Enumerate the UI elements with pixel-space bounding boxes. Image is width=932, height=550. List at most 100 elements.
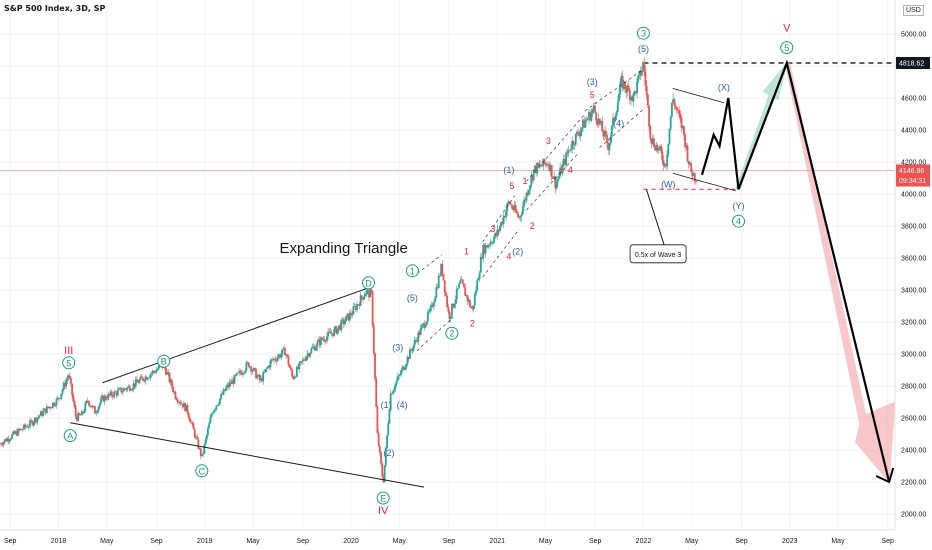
candle-body	[412, 345, 415, 351]
candle-body	[572, 141, 575, 146]
candle-body	[62, 383, 65, 390]
candle-body	[72, 395, 75, 402]
resistance-tag-bg	[896, 57, 930, 70]
candle-body	[521, 206, 524, 215]
candle-body	[400, 369, 403, 375]
candle-body	[243, 372, 245, 374]
candle-body	[663, 163, 666, 167]
candle-body	[323, 339, 326, 341]
candle-body	[543, 158, 546, 164]
candle-body	[228, 382, 231, 387]
wave-label-4: 4	[506, 251, 511, 261]
candle-body	[318, 339, 321, 346]
candle-body	[240, 372, 243, 375]
candle-body	[116, 390, 119, 396]
candle-body	[398, 375, 400, 377]
wave-label-3: 3	[641, 29, 646, 39]
candle-body	[47, 406, 49, 408]
candle-body	[37, 416, 40, 418]
candle-body	[336, 328, 339, 334]
candle-body	[20, 429, 23, 430]
candle-body	[554, 176, 557, 189]
candle-body	[639, 70, 642, 76]
candle-body	[488, 245, 491, 246]
candle-body	[512, 208, 515, 210]
wave-label-IV: IV	[378, 505, 389, 517]
candle-body	[104, 396, 107, 400]
candle-body	[294, 376, 297, 378]
candle-body	[524, 199, 527, 201]
candle-body	[145, 376, 148, 380]
candle-body	[370, 289, 373, 292]
candle-body	[413, 340, 416, 346]
candle-body	[238, 371, 241, 373]
candle-body	[418, 332, 421, 335]
candle-body	[358, 304, 361, 306]
candle-body	[216, 405, 219, 406]
candle-body	[440, 263, 443, 276]
candle-body	[261, 378, 263, 382]
candle-body	[119, 387, 122, 389]
candle-body	[108, 393, 111, 396]
candle-body	[692, 172, 695, 177]
candle-body	[556, 179, 559, 183]
candle-body	[157, 366, 160, 370]
candle-body	[568, 150, 571, 151]
candle-body	[321, 337, 324, 340]
candle-body	[174, 391, 177, 399]
candle-body	[222, 389, 225, 395]
candle-body	[120, 387, 123, 393]
candle-body	[64, 383, 66, 387]
candle-body	[673, 99, 676, 106]
candle-body	[538, 164, 541, 166]
wave-label-C: C	[199, 466, 206, 476]
candle-body	[644, 71, 647, 86]
projection-path	[700, 59, 891, 483]
y-tick-label: 5000.00	[901, 32, 926, 39]
wave-label-1: 1	[464, 247, 469, 257]
callout-box	[629, 244, 687, 264]
candle-body	[427, 311, 429, 322]
chart-header-title: S&P 500 Index, 3D, SP	[4, 4, 106, 13]
candle-body	[195, 436, 197, 438]
candle-body	[527, 190, 530, 195]
candle-body	[235, 373, 238, 376]
candle-body	[326, 336, 328, 342]
candle-body	[507, 201, 510, 204]
candle-body	[482, 244, 485, 259]
candle-body	[125, 389, 128, 390]
candle-body	[107, 393, 110, 400]
candle-body	[328, 331, 331, 333]
candle-body	[589, 111, 592, 121]
candle-body	[610, 125, 613, 137]
candle-body	[685, 145, 688, 148]
candle-body	[0, 443, 3, 445]
wave-label-(1): (1)	[503, 165, 514, 175]
candle-body	[473, 294, 476, 306]
candle-body	[428, 311, 431, 313]
candle-body	[270, 359, 273, 361]
candle-body	[9, 438, 12, 440]
candle-body	[577, 131, 580, 135]
candle-body	[531, 175, 534, 180]
candle-body	[201, 454, 203, 457]
candle-body	[299, 361, 302, 363]
candle-body	[509, 204, 512, 205]
currency-badge[interactable]: USD	[903, 5, 924, 16]
candle-body	[515, 211, 518, 214]
candle-body	[435, 287, 438, 298]
candle-body	[257, 374, 260, 376]
candle-body	[49, 406, 52, 408]
candle-body	[612, 117, 614, 126]
y-tick-label: 3400.00	[901, 288, 926, 295]
candle-body	[638, 70, 641, 76]
candle-body	[208, 423, 211, 429]
candle-body	[354, 306, 357, 310]
candle-body	[405, 364, 408, 368]
candle-body	[472, 305, 475, 310]
candle-body	[322, 339, 325, 340]
candle-body	[250, 366, 253, 372]
candle-body	[499, 226, 501, 232]
candle-body	[425, 321, 428, 326]
